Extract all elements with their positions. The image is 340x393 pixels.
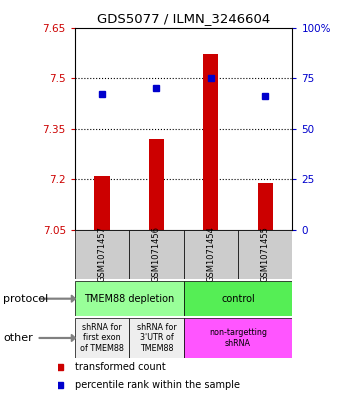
Text: non-targetting
shRNA: non-targetting shRNA xyxy=(209,328,267,348)
Bar xyxy=(238,230,292,279)
Text: GSM1071457: GSM1071457 xyxy=(98,226,106,283)
Text: protocol: protocol xyxy=(3,294,49,304)
Bar xyxy=(203,55,218,230)
Text: GSM1071455: GSM1071455 xyxy=(261,226,270,283)
Text: shRNA for
first exon
of TMEM88: shRNA for first exon of TMEM88 xyxy=(80,323,124,353)
Text: control: control xyxy=(221,294,255,304)
Bar xyxy=(184,281,292,316)
Bar xyxy=(184,230,238,279)
Text: percentile rank within the sample: percentile rank within the sample xyxy=(75,380,240,390)
Text: other: other xyxy=(3,333,33,343)
Bar xyxy=(258,183,273,230)
Bar xyxy=(75,318,129,358)
Text: GSM1071456: GSM1071456 xyxy=(152,226,161,283)
Bar xyxy=(184,318,292,358)
Bar xyxy=(129,230,184,279)
Text: transformed count: transformed count xyxy=(75,362,166,373)
Bar xyxy=(129,318,184,358)
Title: GDS5077 / ILMN_3246604: GDS5077 / ILMN_3246604 xyxy=(97,12,270,25)
Text: GSM1071454: GSM1071454 xyxy=(206,226,215,283)
Text: shRNA for
3'UTR of
TMEM88: shRNA for 3'UTR of TMEM88 xyxy=(137,323,176,353)
Bar xyxy=(95,176,109,230)
Bar xyxy=(149,139,164,230)
Bar xyxy=(75,230,129,279)
Text: TMEM88 depletion: TMEM88 depletion xyxy=(84,294,174,304)
Bar xyxy=(75,281,184,316)
